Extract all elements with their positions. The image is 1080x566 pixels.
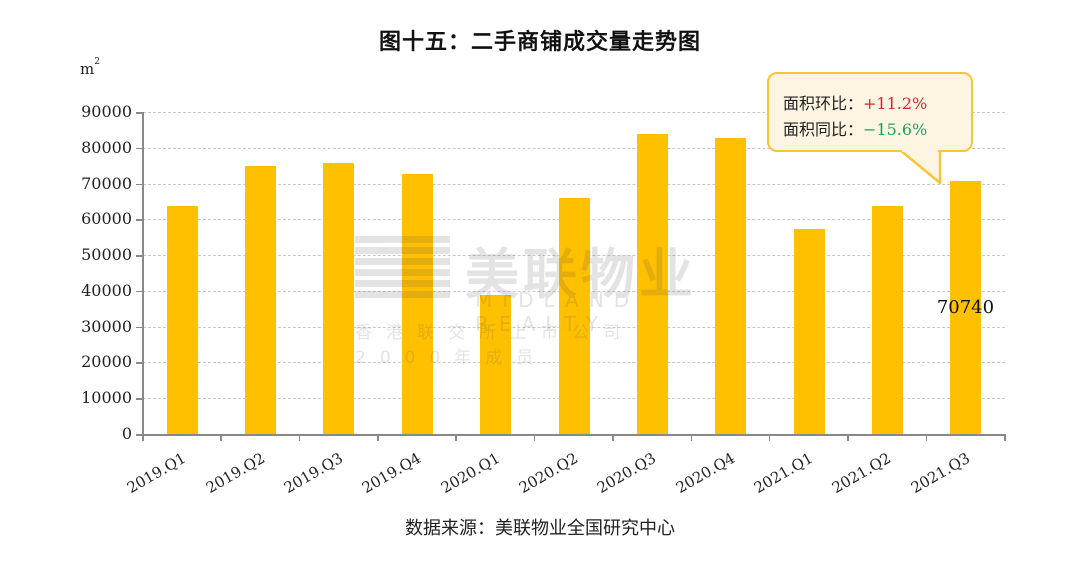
bar-2021.Q1 [793, 228, 825, 434]
x-tick-mark [768, 434, 771, 441]
y-tick-mark [136, 219, 143, 221]
unit-exponent: 2 [94, 57, 100, 67]
x-tick-label: 2019.Q2 [202, 449, 268, 497]
x-tick-mark [690, 434, 693, 441]
bar-2020.Q1 [480, 295, 512, 434]
y-tick-label: 0 [121, 424, 132, 443]
y-tick-label: 10000 [81, 388, 132, 408]
x-tick-label: 2019.Q1 [124, 449, 190, 497]
y-axis-unit: m2 [80, 57, 100, 78]
y-tick-label: 40000 [81, 280, 132, 300]
gridline [143, 147, 1005, 149]
yoy-value: −15.6% [863, 120, 928, 139]
x-tick-mark [298, 434, 301, 441]
x-tick-mark [1004, 434, 1006, 441]
y-tick-mark [136, 434, 143, 436]
yoy-label: 面积同比： [783, 120, 864, 139]
bar-2020.Q4 [715, 138, 747, 434]
x-tick-label: 2020.Q2 [515, 449, 581, 497]
bar-2020.Q3 [636, 134, 668, 434]
x-tick-mark [925, 434, 928, 441]
x-tick-mark [847, 434, 849, 441]
x-tick-mark [455, 434, 457, 441]
x-tick-label: 2021.Q2 [829, 449, 895, 497]
gridline [143, 183, 1005, 185]
y-tick-mark [136, 147, 143, 150]
unit-base: m [80, 60, 95, 78]
y-tick-label: 90000 [81, 102, 132, 121]
bar-2021.Q3 [950, 180, 982, 434]
y-tick-label: 50000 [81, 245, 132, 265]
qoq-label: 面积环比： [783, 94, 864, 113]
x-tick-label: 2020.Q4 [672, 449, 738, 497]
y-tick-mark [136, 326, 143, 329]
x-tick-mark [612, 434, 614, 441]
yoy-line: 面积同比：−15.6% [783, 116, 927, 140]
x-tick-label: 2021.Q3 [907, 449, 973, 497]
bar-2019.Q2 [245, 166, 277, 434]
x-tick-label: 2019.Q3 [280, 449, 346, 497]
bar-2019.Q4 [401, 174, 433, 434]
y-tick-mark [136, 112, 143, 114]
x-tick-label: 2019.Q4 [359, 449, 425, 497]
chart-title: 图十五：二手商铺成交量走势图 [378, 30, 701, 55]
bar-2019.Q3 [323, 163, 355, 434]
y-tick-label: 30000 [81, 316, 132, 336]
x-tick-label: 2020.Q1 [437, 449, 503, 497]
x-tick-label: 2020.Q3 [594, 449, 660, 497]
y-tick-label: 60000 [81, 209, 132, 229]
y-tick-mark [136, 362, 143, 364]
x-axis [142, 434, 1006, 436]
x-tick-label: 2021.Q1 [750, 449, 817, 497]
bar-2021.Q2 [871, 206, 903, 434]
x-tick-mark [142, 434, 144, 441]
data-label: 70740 [936, 297, 995, 318]
gridline [143, 112, 1005, 113]
bar-2019.Q1 [166, 206, 198, 434]
qoq-line: 面积环比：+11.2% [783, 90, 927, 114]
change-callout: 面积环比：+11.2% 面积同比：−15.6% [767, 72, 973, 152]
y-axis [142, 112, 144, 435]
y-tick-mark [136, 290, 143, 293]
y-tick-mark [136, 398, 143, 400]
y-tick-label: 20000 [81, 352, 132, 372]
x-tick-mark [377, 434, 379, 441]
data-source: 数据来源：美联物业全国研究中心 [405, 518, 675, 539]
y-tick-label: 70000 [81, 173, 132, 193]
y-tick-label: 80000 [81, 137, 132, 157]
qoq-value: +11.2% [863, 94, 928, 113]
y-tick-mark [136, 183, 143, 186]
y-tick-mark [136, 255, 143, 257]
x-tick-mark [533, 434, 536, 441]
bar-2020.Q2 [558, 198, 590, 434]
x-tick-mark [220, 434, 222, 441]
